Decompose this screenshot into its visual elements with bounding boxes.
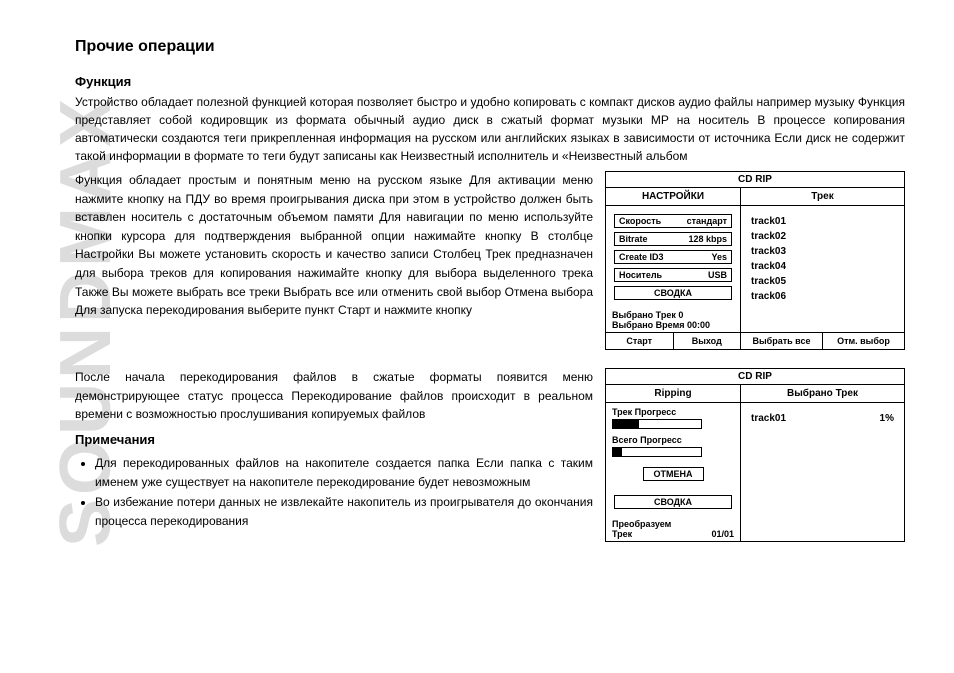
panel1-col-track: Трек <box>741 188 904 206</box>
btn-deselect[interactable]: Отм. выбор <box>823 333 904 349</box>
panel1-settings-body: Скорость стандарт Bitrate 128 kbps Create … <box>606 206 740 308</box>
panel-cdrip-progress: CD RIP Ripping Трек Прогресс Всего Прогр… <box>605 368 905 542</box>
track-label: track01 <box>751 216 786 227</box>
row-1: Функция обладает простым и понятным меню… <box>75 171 905 350</box>
btn-cancel-rip[interactable]: ОТМЕНА <box>643 467 704 481</box>
track-label: track03 <box>751 246 786 257</box>
panel2-summary-chip: СВОДКА <box>614 495 732 509</box>
panel2-sum2-l: Трек <box>612 529 632 539</box>
bar-track-progress <box>612 419 702 429</box>
lbl-track-progress: Трек Прогресс <box>612 407 734 417</box>
track-row[interactable]: track02 <box>751 231 894 242</box>
setting-storage-v: USB <box>708 270 727 280</box>
paragraph-3: После начала перекодирования файлов в сж… <box>75 368 593 424</box>
panel1-summary: Выбрано Трек 0 Выбрано Время 00:00 <box>606 308 740 332</box>
panel1-footer: Старт Выход Выбрать все Отм. выбор <box>606 332 904 349</box>
notes-title: Примечания <box>75 430 593 450</box>
bar-total-fill <box>613 448 622 456</box>
lbl-total-progress: Всего Прогресс <box>612 435 734 445</box>
section-function-title: Функция <box>75 74 905 89</box>
progress-track-row: track01 1% <box>751 413 894 424</box>
panel2-tracklist: track01 1% <box>741 403 904 434</box>
btn-select-all[interactable]: Выбрать все <box>741 333 823 349</box>
track-row[interactable]: track01 <box>751 216 894 227</box>
track-label: track05 <box>751 276 786 287</box>
setting-speed-v: стандарт <box>687 216 727 226</box>
note-2: Во избежание потери данных не извлекайте… <box>95 493 593 530</box>
setting-storage[interactable]: Носитель USB <box>614 268 732 282</box>
track-row[interactable]: track03 <box>751 246 894 257</box>
setting-storage-k: Носитель <box>619 270 662 280</box>
progress-track-pct: 1% <box>880 413 894 424</box>
panel1-col-settings: НАСТРОЙКИ <box>606 188 740 206</box>
note-1: Для перекодированных файлов на накопител… <box>95 454 593 491</box>
setting-speed[interactable]: Скорость стандарт <box>614 214 732 228</box>
setting-bitrate-v: 128 kbps <box>688 234 727 244</box>
btn-start[interactable]: Старт <box>606 333 674 349</box>
col-text-1: Функция обладает простым и понятным меню… <box>75 171 593 326</box>
panel1-title: CD RIP <box>606 172 904 188</box>
setting-bitrate-k: Bitrate <box>619 234 648 244</box>
bar-total-progress <box>612 447 702 457</box>
panel1-sum2: Выбрано Время 00:00 <box>612 320 734 330</box>
page-title: Прочие операции <box>75 38 905 56</box>
track-row[interactable]: track06 <box>751 291 894 302</box>
btn-exit[interactable]: Выход <box>674 333 741 349</box>
row-2: После начала перекодирования файлов в сж… <box>75 368 905 542</box>
intro-paragraph: Устройство обладает полезной функцией ко… <box>75 93 905 165</box>
setting-id3-v: Yes <box>711 252 727 262</box>
panel2-summary-label: СВОДКА <box>654 497 692 507</box>
setting-summary-label: СВОДКА <box>654 288 692 298</box>
setting-id3-k: Create ID3 <box>619 252 664 262</box>
paragraph-2: Функция обладает простым и понятным меню… <box>75 171 593 320</box>
track-label: track02 <box>751 231 786 242</box>
track-label: track06 <box>751 291 786 302</box>
progress-track-name: track01 <box>751 413 786 424</box>
page-content: Прочие операции Функция Устройство облад… <box>75 38 905 542</box>
setting-id3[interactable]: Create ID3 Yes <box>614 250 732 264</box>
track-label: track04 <box>751 261 786 272</box>
setting-summary-chip: СВОДКА <box>614 286 732 300</box>
bar-track-fill <box>613 420 639 428</box>
panel2-col-selected: Выбрано Трек <box>741 385 904 403</box>
panel2-title: CD RIP <box>606 369 904 385</box>
panel-cdrip-settings: CD RIP НАСТРОЙКИ Скорость стандарт Bitrat… <box>605 171 905 350</box>
panel1-sum1: Выбрано Трек 0 <box>612 310 734 320</box>
panel2-sum2-r: 01/01 <box>711 529 734 539</box>
track-row[interactable]: track05 <box>751 276 894 287</box>
panel1-tracklist: track01 track02 track03 track04 track05 … <box>741 206 904 312</box>
notes-list: Для перекодированных файлов на накопител… <box>75 454 593 530</box>
track-row[interactable]: track04 <box>751 261 894 272</box>
panel2-col-ripping: Ripping <box>606 385 740 403</box>
setting-speed-k: Скорость <box>619 216 661 226</box>
setting-bitrate[interactable]: Bitrate 128 kbps <box>614 232 732 246</box>
panel2-left-body: Трек Прогресс Всего Прогресс ОТМЕНА СВОД… <box>606 403 740 517</box>
panel2-sum1: Преобразуем <box>612 519 734 529</box>
col-text-2: После начала перекодирования файлов в сж… <box>75 368 593 532</box>
panel2-summary: Преобразуем Трек 01/01 <box>606 517 740 541</box>
